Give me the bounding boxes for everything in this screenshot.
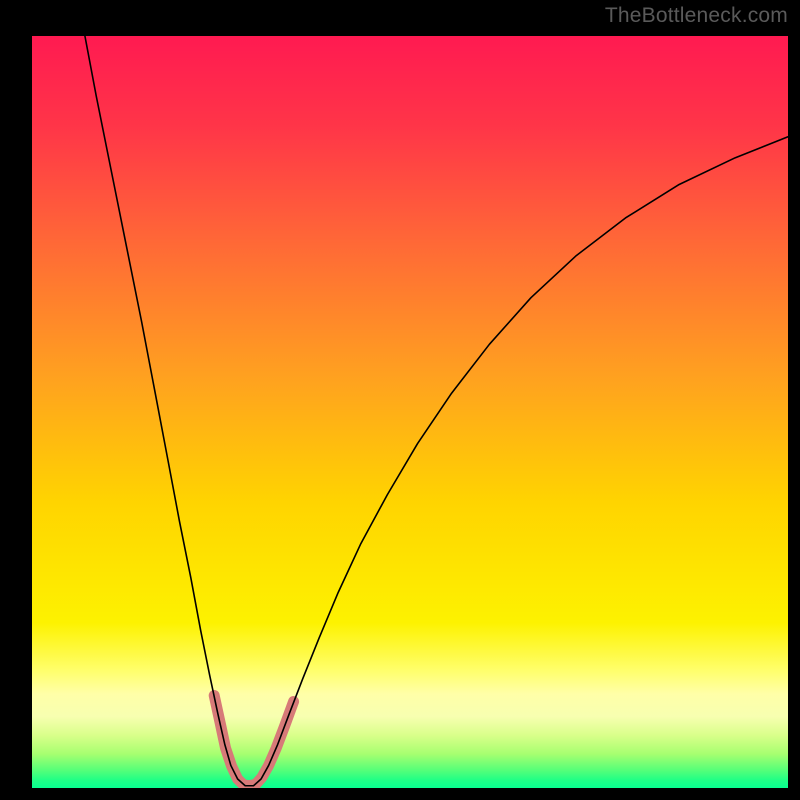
frame-bottom [0, 788, 800, 800]
plot-svg [32, 36, 788, 788]
plot-area [32, 36, 788, 788]
frame-left [0, 0, 32, 800]
watermark-text: TheBottleneck.com [605, 4, 788, 28]
gradient-background [32, 36, 788, 788]
frame-right [788, 0, 800, 800]
